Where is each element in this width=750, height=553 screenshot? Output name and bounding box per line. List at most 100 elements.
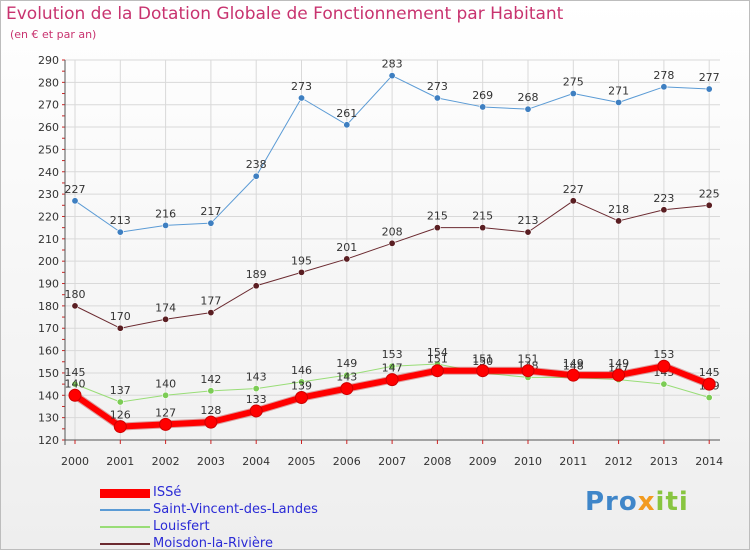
data-label-isse: 151 xyxy=(518,353,539,366)
data-label-saint-vincent-des-landes: 213 xyxy=(110,214,131,227)
point-louisfert xyxy=(116,398,124,406)
data-label-isse: 143 xyxy=(336,371,357,384)
point-moisdon-la-riviere xyxy=(479,224,487,232)
point-saint-vincent-des-landes xyxy=(524,105,532,113)
legend-item-louisfert: Louisfert xyxy=(100,519,420,536)
point-louisfert xyxy=(252,385,260,393)
legend-swatch xyxy=(100,489,150,498)
data-label-louisfert: 140 xyxy=(155,377,176,390)
data-label-isse: 133 xyxy=(246,393,267,406)
point-isse xyxy=(430,364,444,378)
data-label-moisdon-la-riviere: 208 xyxy=(382,225,403,238)
data-label-moisdon-la-riviere: 225 xyxy=(699,187,720,200)
point-isse xyxy=(566,368,580,382)
data-label-isse: 140 xyxy=(65,377,86,390)
point-isse xyxy=(476,364,490,378)
x-tick-label: 2014 xyxy=(695,455,723,468)
point-isse xyxy=(521,364,535,378)
y-tick-label: 290 xyxy=(38,54,59,67)
point-moisdon-la-riviere xyxy=(297,268,305,276)
data-label-louisfert: 137 xyxy=(110,384,131,397)
data-label-moisdon-la-riviere: 218 xyxy=(608,203,629,216)
y-tick-label: 240 xyxy=(38,166,59,179)
point-saint-vincent-des-landes xyxy=(116,228,124,236)
data-label-moisdon-la-riviere: 195 xyxy=(291,254,312,267)
x-tick-label: 2009 xyxy=(469,455,497,468)
point-isse xyxy=(702,377,716,391)
point-saint-vincent-des-landes xyxy=(569,90,577,98)
point-louisfert xyxy=(207,387,215,395)
data-label-saint-vincent-des-landes: 271 xyxy=(608,84,629,97)
data-label-isse: 153 xyxy=(653,348,674,361)
point-isse xyxy=(113,420,127,434)
data-label-isse: 149 xyxy=(563,357,584,370)
point-isse xyxy=(204,415,218,429)
point-isse xyxy=(68,388,82,402)
chart-title: Evolution de la Dotation Globale de Fonc… xyxy=(6,4,564,24)
x-tick-label: 2000 xyxy=(61,455,89,468)
x-tick-label: 2003 xyxy=(197,455,225,468)
data-label-saint-vincent-des-landes: 277 xyxy=(699,71,720,84)
data-label-saint-vincent-des-landes: 275 xyxy=(563,76,584,89)
point-saint-vincent-des-landes xyxy=(479,103,487,111)
chart-subtitle: (en € et par an) xyxy=(10,28,97,41)
y-tick-label: 160 xyxy=(38,345,59,358)
x-tick-label: 2010 xyxy=(514,455,542,468)
data-label-louisfert: 146 xyxy=(291,364,312,377)
point-moisdon-la-riviere xyxy=(162,315,170,323)
data-label-louisfert: 149 xyxy=(336,357,357,370)
data-label-louisfert: 145 xyxy=(65,366,86,379)
point-isse xyxy=(657,359,671,373)
data-label-moisdon-la-riviere: 201 xyxy=(336,241,357,254)
data-label-saint-vincent-des-landes: 261 xyxy=(336,107,357,120)
legend-item-moisdon-la-riviere: Moisdon-la-Rivière xyxy=(100,536,420,553)
data-label-moisdon-la-riviere: 189 xyxy=(246,268,267,281)
data-label-moisdon-la-riviere: 215 xyxy=(427,210,448,223)
point-louisfert xyxy=(705,394,713,402)
data-label-louisfert: 148 xyxy=(563,359,584,372)
y-tick-label: 130 xyxy=(38,412,59,425)
data-label-isse: 147 xyxy=(382,362,403,375)
point-moisdon-la-riviere xyxy=(116,324,124,332)
x-tick-label: 2011 xyxy=(559,455,587,468)
legend-label: Louisfert xyxy=(153,519,210,534)
point-moisdon-la-riviere xyxy=(569,197,577,205)
data-label-moisdon-la-riviere: 227 xyxy=(563,183,584,196)
y-tick-label: 250 xyxy=(38,143,59,156)
legend-label: Saint-Vincent-des-Landes xyxy=(153,502,318,517)
proxiti-logo: Proxiti xyxy=(585,487,689,517)
point-louisfert xyxy=(388,362,396,370)
data-label-saint-vincent-des-landes: 273 xyxy=(427,80,448,93)
x-tick-label: 2005 xyxy=(288,455,316,468)
data-label-isse: 127 xyxy=(155,406,176,419)
y-tick-label: 150 xyxy=(38,367,59,380)
data-label-isse: 145 xyxy=(699,366,720,379)
data-label-isse: 128 xyxy=(200,404,221,417)
y-tick-label: 270 xyxy=(38,99,59,112)
x-tick-label: 2013 xyxy=(650,455,678,468)
data-label-moisdon-la-riviere: 177 xyxy=(200,295,221,308)
data-label-saint-vincent-des-landes: 278 xyxy=(653,69,674,82)
point-louisfert xyxy=(343,371,351,379)
data-label-saint-vincent-des-landes: 227 xyxy=(65,183,86,196)
point-moisdon-la-riviere xyxy=(524,228,532,236)
point-louisfert xyxy=(162,391,170,399)
data-label-saint-vincent-des-landes: 238 xyxy=(246,158,267,171)
x-tick-label: 2002 xyxy=(152,455,180,468)
legend-swatch xyxy=(100,526,150,528)
point-moisdon-la-riviere xyxy=(388,239,396,247)
point-moisdon-la-riviere xyxy=(615,217,623,225)
data-label-isse: 139 xyxy=(291,380,312,393)
legend-label: Moisdon-la-Rivière xyxy=(153,536,273,551)
data-label-moisdon-la-riviere: 213 xyxy=(518,214,539,227)
y-tick-label: 280 xyxy=(38,76,59,89)
data-label-isse: 151 xyxy=(472,353,493,366)
x-tick-label: 2008 xyxy=(423,455,451,468)
point-isse xyxy=(612,368,626,382)
data-label-isse: 149 xyxy=(608,357,629,370)
data-label-saint-vincent-des-landes: 216 xyxy=(155,207,176,220)
data-label-saint-vincent-des-landes: 217 xyxy=(200,205,221,218)
data-label-louisfert: 153 xyxy=(382,348,403,361)
y-tick-label: 120 xyxy=(38,434,59,447)
x-tick-label: 2004 xyxy=(242,455,270,468)
